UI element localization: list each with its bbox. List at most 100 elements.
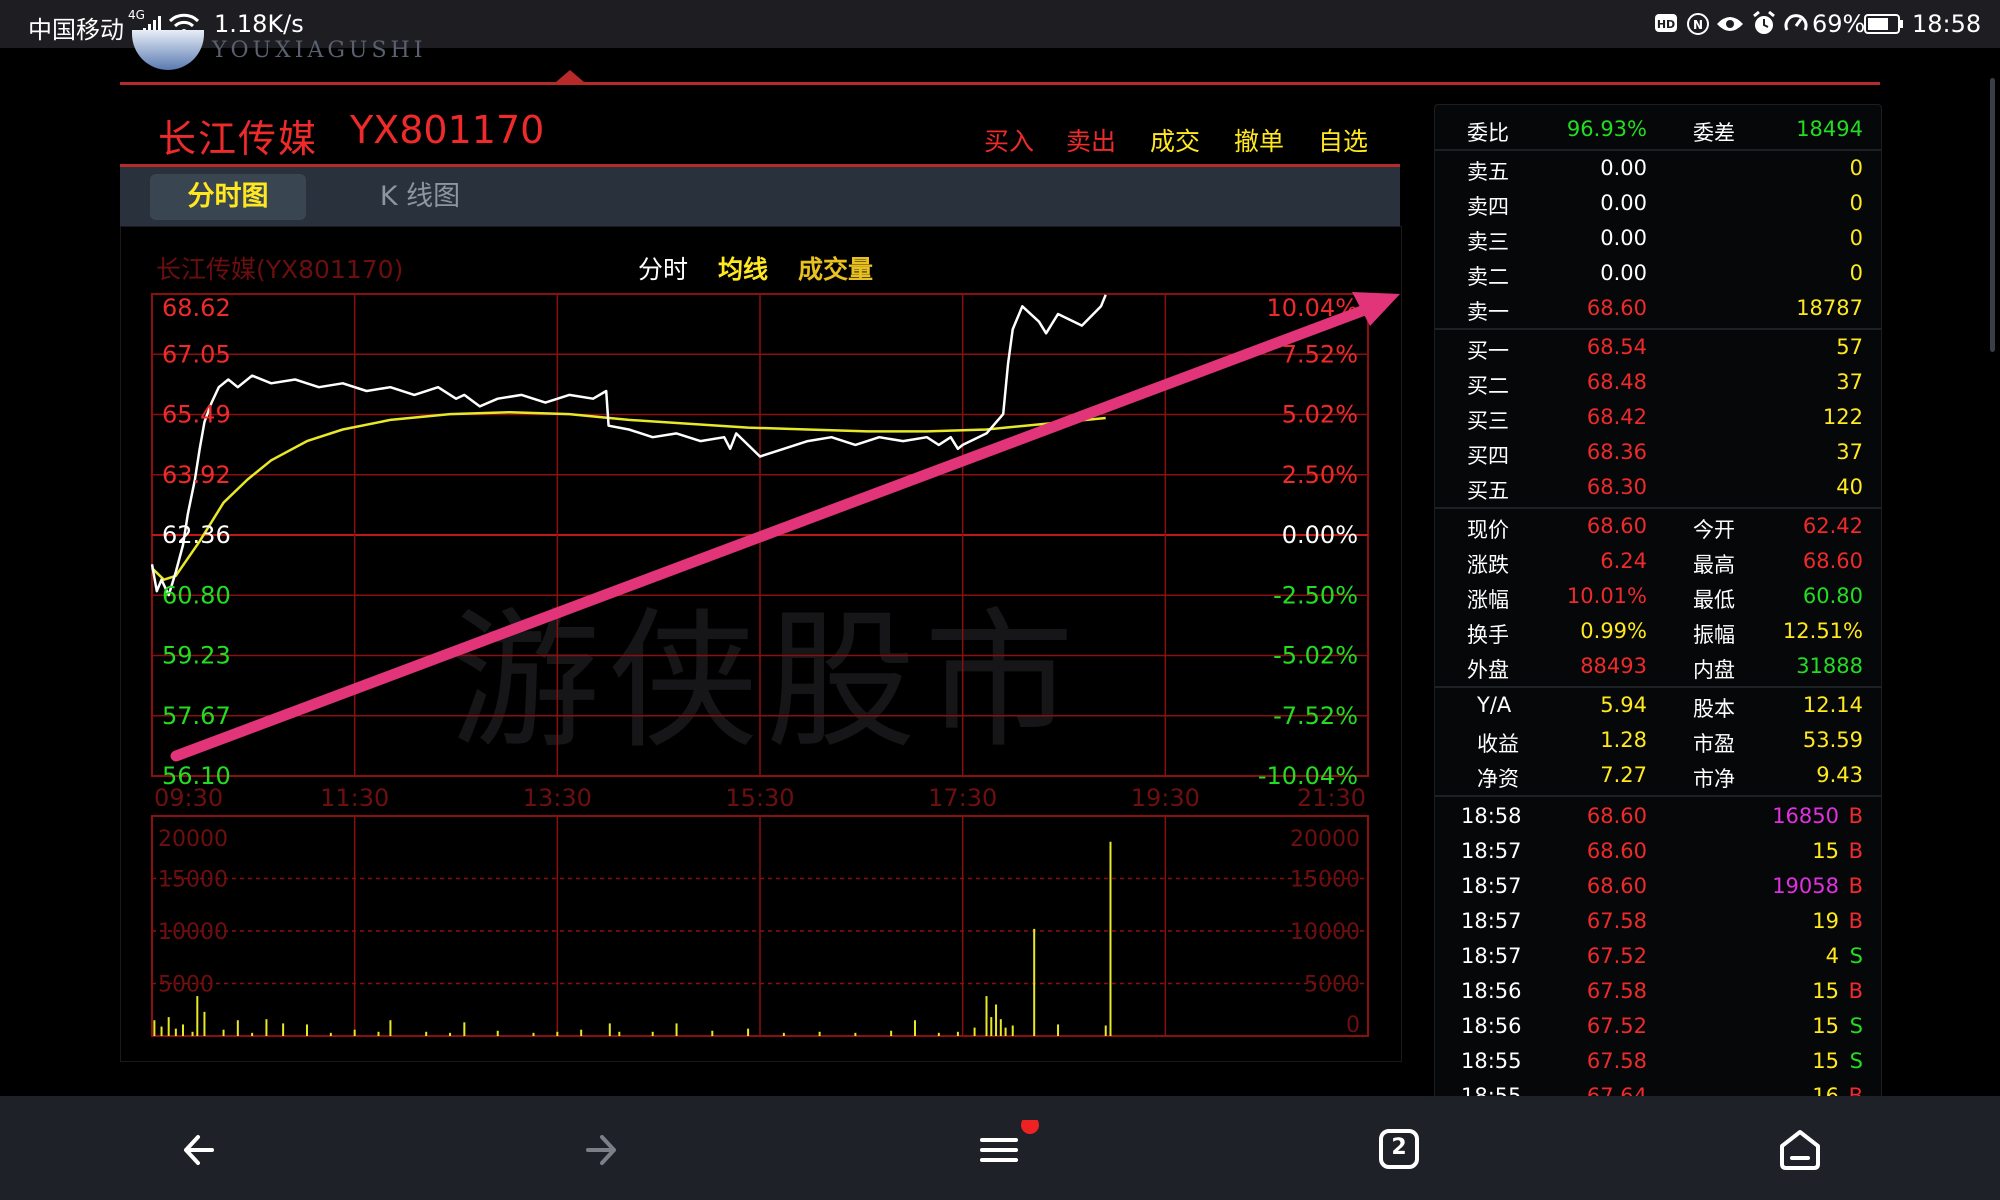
eye-icon [1716,14,1744,38]
stat-value: 10.01% [1566,584,1647,608]
ask-quantity: 0 [1849,261,1863,285]
volume-tick-label-right: 15000 [1290,868,1360,893]
price-line [150,294,1107,597]
stat-value: 0.99% [1580,619,1647,643]
price-tick-label: 56.10 [162,762,231,790]
trade-volume: 19058 [1772,874,1839,898]
quote-divider [1435,795,1881,797]
menu-button[interactable] [970,1116,1039,1180]
trade-tick-row: 18:57 67.58 19 B [1435,905,1881,940]
battery-icon [1864,14,1904,38]
stat-label: 涨跌 [1467,553,1509,577]
average-price-line [151,410,1106,581]
trade-price: 68.60 [1586,804,1647,828]
ask-price: 68.60 [1586,296,1647,320]
order-ratio-value: 96.93% [1566,117,1647,141]
home-button[interactable] [1770,1120,1830,1180]
fundamental-label: 市净 [1693,767,1735,791]
tab-intraday[interactable]: 分时图 [150,174,306,220]
forward-button[interactable] [570,1120,630,1180]
trade-time: 18:57 [1461,944,1522,968]
back-arrow-icon [184,1135,214,1165]
trade-tick-row: 18:57 67.52 4 S [1435,940,1881,975]
trade-volume: 15 [1812,979,1839,1003]
ask-quantity: 0 [1849,191,1863,215]
back-button[interactable] [170,1120,230,1180]
price-tick-label: 65.49 [162,401,231,429]
tabs-button[interactable]: 2 [1370,1120,1430,1180]
stat-row: 换手 0.99% 振幅 12.51% [1435,615,1881,650]
battery-percent: 69% [1812,10,1866,38]
stat-row: 涨幅 10.01% 最低 60.80 [1435,580,1881,615]
trade-time: 18:56 [1461,979,1522,1003]
network-speed: 1.18K/s [214,10,304,38]
chart-panel [120,226,1402,1062]
stat-label: 内盘 [1693,658,1735,682]
volume-tick-label-right: 20000 [1290,827,1360,852]
fundamental-value: 7.27 [1600,763,1647,787]
trend-arrow-line [170,302,1376,762]
data-usage-icon: N [1686,12,1710,40]
buy-button[interactable]: 买入 [984,127,1035,156]
ask-price: 0.00 [1600,191,1647,215]
volume-tick-label-right: 10000 [1290,920,1360,945]
stat-value: 68.60 [1802,549,1863,573]
cancel-order-button[interactable]: 撤单 [1234,127,1285,156]
fundamental-label: 股本 [1693,697,1735,721]
trade-time: 18:57 [1461,909,1522,933]
order-ratio-row: 委比 96.93% 委差 18494 [1435,113,1881,148]
price-tick-label: 57.67 [162,702,231,730]
time-tick-label: 11:30 [320,784,389,812]
trade-volume: 15 [1812,839,1839,863]
forward-arrow-icon [586,1135,616,1165]
price-tick-label: 62.36 [162,521,231,549]
time-tick-label: 09:30 [154,784,223,812]
trades-button[interactable]: 成交 [1150,127,1201,156]
bid-price: 68.36 [1586,440,1647,464]
trade-tick-row: 18:56 67.58 15 B [1435,975,1881,1010]
time-tick-label: 17:30 [928,784,997,812]
stat-value: 12.51% [1782,619,1863,643]
percent-tick-label: 2.50% [1282,461,1358,489]
volume-tick-label-left: 5000 [158,973,214,998]
fundamental-label: 收益 [1477,732,1519,756]
trade-side: B [1848,839,1863,863]
fundamental-label: Y/A [1477,693,1512,717]
bid-level-label: 买三 [1467,409,1509,433]
tab-kline[interactable]: K 线图 [379,181,461,212]
watchlist-button[interactable]: 自选 [1318,127,1369,156]
network-type: 4G [128,8,145,22]
volume-tick-label-left: 15000 [158,868,228,893]
trade-tick-row: 18:56 67.52 15 S [1435,1010,1881,1045]
time-tick-label: 21:30 [1297,784,1366,812]
sell-button[interactable]: 卖出 [1066,127,1117,156]
trade-time: 18:58 [1461,804,1522,828]
fundamental-row: 净资 7.27 市净 9.43 [1435,759,1881,794]
svg-text:HD: HD [1657,18,1675,31]
watermark-text: 游侠股市 [450,595,1083,769]
trade-volume: 19 [1812,909,1839,933]
price-tick-label: 59.23 [162,642,231,670]
chart-legend-title: 长江传媒(YX801170) [156,255,403,284]
trade-side: S [1849,1049,1863,1073]
price-tick-label: 68.62 [162,294,231,322]
legend-avg: 均线 [718,255,768,284]
stat-value: 68.60 [1586,514,1647,538]
volume-tick-label-right: 0 [1346,1013,1360,1038]
trade-side: S [1849,1014,1863,1038]
tabs-count-icon [1379,1129,1419,1169]
quote-divider [1435,328,1881,330]
percent-tick-label: 7.52% [1282,340,1358,368]
bid-level-row: 买二 68.48 37 [1435,366,1881,401]
stat-row: 现价 68.60 今开 62.42 [1435,510,1881,545]
trade-price: 68.60 [1586,839,1647,863]
page-scrollbar[interactable] [1990,78,1995,352]
bid-level-row: 买三 68.42 122 [1435,401,1881,436]
stat-value: 62.42 [1802,514,1863,538]
bid-level-label: 买一 [1467,339,1509,363]
stock-code: YX801170 [350,108,545,152]
legend-price: 分时 [638,255,688,284]
fundamental-value: 9.43 [1816,763,1863,787]
stat-value: 88493 [1580,654,1647,678]
trade-volume: 15 [1812,1049,1839,1073]
